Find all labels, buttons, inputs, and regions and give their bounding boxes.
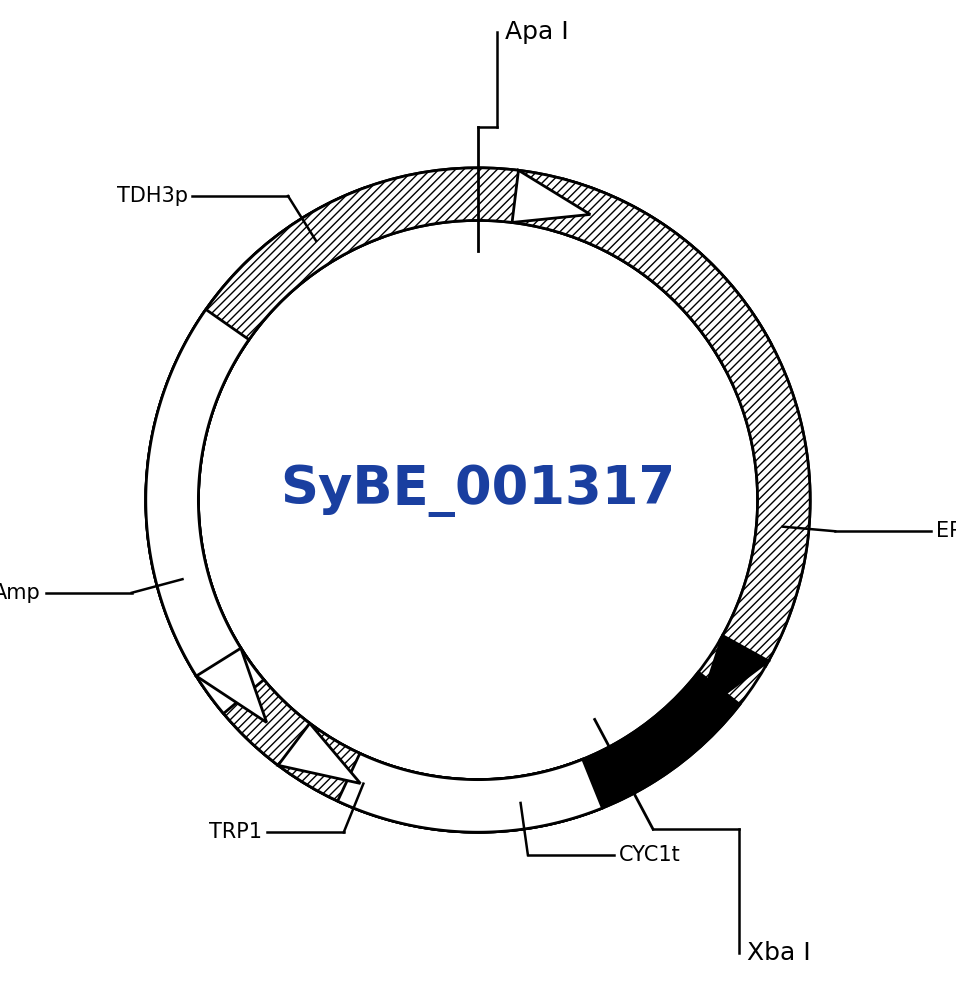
Polygon shape <box>697 636 769 715</box>
Text: CYC1t: CYC1t <box>619 845 681 865</box>
Text: ERG20: ERG20 <box>936 521 956 541</box>
Text: Amp: Amp <box>0 583 41 603</box>
Text: TRP1: TRP1 <box>209 822 263 842</box>
Polygon shape <box>146 168 810 832</box>
Text: Xba I: Xba I <box>747 941 811 965</box>
Text: TDH3p: TDH3p <box>117 186 187 206</box>
Polygon shape <box>278 723 360 783</box>
Polygon shape <box>337 753 602 832</box>
Polygon shape <box>146 179 810 832</box>
Text: SyBE_001317: SyBE_001317 <box>280 464 676 517</box>
Polygon shape <box>512 170 590 222</box>
Polygon shape <box>146 309 264 714</box>
Polygon shape <box>196 648 267 722</box>
Text: Apa I: Apa I <box>505 20 569 44</box>
Polygon shape <box>146 168 771 832</box>
